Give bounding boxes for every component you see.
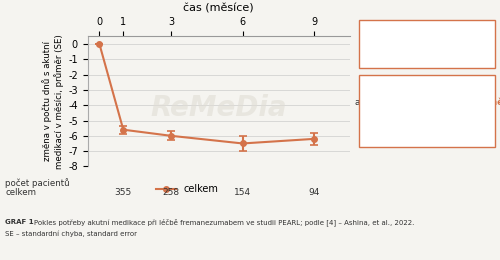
Text: počet pacientů: počet pacientů (5, 178, 70, 188)
Legend: celkem: celkem (152, 180, 222, 198)
Text: 355: 355 (114, 188, 132, 197)
Text: 94: 94 (308, 188, 320, 197)
Text: o 6,5 dne méně: o 6,5 dne méně (427, 98, 500, 107)
Text: 258: 258 (162, 188, 180, 197)
Text: v průměru pacienti použili: v průměru pacienti použili (370, 82, 484, 92)
Text: Pokles potřeby akutní medikace při léčbě fremanezumabem ve studii PEARL; podle [: Pokles potřeby akutní medikace při léčbě… (34, 218, 414, 226)
Text: akutní medikaci: akutní medikaci (355, 98, 427, 107)
Text: GRAF 1: GRAF 1 (5, 219, 34, 225)
Text: −6,5 (0,5) dne: −6,5 (0,5) dne (392, 50, 462, 59)
Text: SE – standardní chyba, standard error: SE – standardní chyba, standard error (5, 231, 137, 237)
Text: ReMeDia: ReMeDia (150, 94, 287, 122)
Text: celkem: celkem (5, 188, 36, 197)
Text: v 6. měsíci celkem: v 6. měsíci celkem (383, 30, 471, 40)
Y-axis label: změna v počtu dnů s akutní
medikací v měsíci, průměr (SE): změna v počtu dnů s akutní medikací v mě… (42, 34, 64, 169)
X-axis label: čas (měsíce): čas (měsíce) (184, 3, 254, 13)
Text: fremanezumabem: fremanezumabem (387, 129, 467, 139)
Text: v 6. měsíci po zahájení léčby: v 6. měsíci po zahájení léčby (364, 114, 490, 123)
Text: 154: 154 (234, 188, 251, 197)
